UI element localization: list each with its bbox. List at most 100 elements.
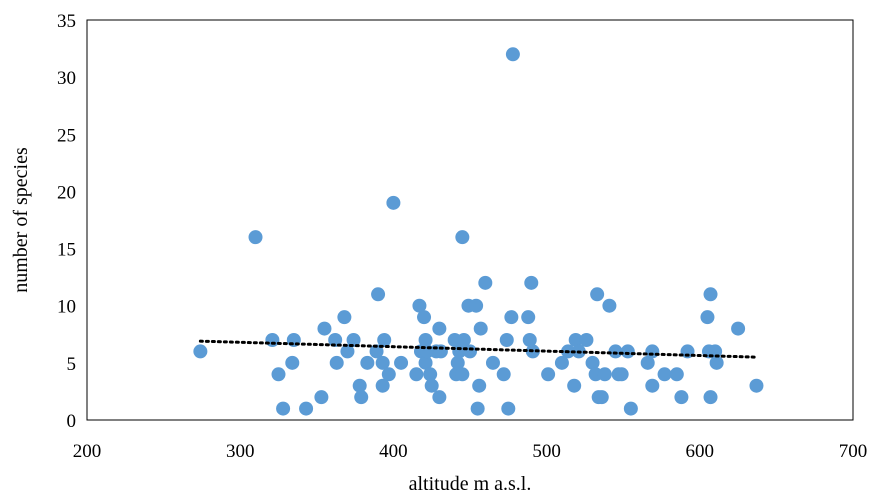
y-tick-labels: 0 5 10 15 20 25 30 35 <box>57 11 76 432</box>
data-point <box>455 230 470 245</box>
data-point <box>608 344 623 359</box>
data-point <box>470 401 485 416</box>
data-point <box>285 355 300 370</box>
data-point <box>329 355 344 370</box>
data-point <box>409 367 424 382</box>
x-tick-labels: 200 300 400 500 600 700 <box>73 441 868 462</box>
data-point <box>371 287 386 302</box>
y-tick-label: 15 <box>57 240 76 261</box>
data-point <box>614 367 629 382</box>
y-tick-label: 10 <box>57 297 76 318</box>
trendline <box>198 339 758 359</box>
data-point <box>299 401 314 416</box>
data-point <box>346 333 361 347</box>
data-point <box>590 287 605 302</box>
y-tick-label: 0 <box>67 411 77 432</box>
data-point <box>432 390 447 405</box>
data-point <box>412 298 427 313</box>
data-point <box>456 333 471 347</box>
x-tick-label: 600 <box>686 441 715 462</box>
data-point <box>602 298 617 313</box>
data-point <box>375 355 390 370</box>
data-point <box>485 355 500 370</box>
data-point <box>700 310 715 325</box>
data-point <box>418 333 433 347</box>
data-point <box>567 378 582 393</box>
data-point <box>375 378 390 393</box>
data-point <box>317 321 332 336</box>
data-point <box>709 355 724 370</box>
data-point <box>473 321 488 336</box>
y-tick-label: 35 <box>57 11 76 32</box>
data-point <box>450 355 465 370</box>
y-tick-label: 30 <box>57 68 76 89</box>
data-point <box>432 321 447 336</box>
data-point <box>469 298 484 313</box>
data-point <box>248 230 263 245</box>
data-point <box>579 333 594 347</box>
data-point <box>645 344 660 359</box>
data-point <box>731 321 746 336</box>
data-point <box>193 344 208 359</box>
x-tick-label: 400 <box>379 441 408 462</box>
data-point <box>623 401 638 416</box>
data-point <box>499 333 514 347</box>
data-point <box>337 310 352 325</box>
data-point <box>521 310 536 325</box>
y-axis-title: number of species <box>10 147 32 293</box>
x-tick-label: 300 <box>226 441 255 462</box>
data-point <box>265 333 280 347</box>
data-point <box>585 355 600 370</box>
data-point <box>455 367 470 382</box>
data-point <box>674 390 689 405</box>
plot-area-frame <box>86 19 854 421</box>
data-point <box>505 47 520 62</box>
data-point <box>524 275 539 290</box>
data-point <box>418 355 433 370</box>
data-point <box>352 378 367 393</box>
x-tick-label: 200 <box>73 441 102 462</box>
x-axis-title: altitude m a.s.l. <box>409 473 532 495</box>
data-point <box>541 367 556 382</box>
data-point <box>522 333 537 347</box>
data-point <box>314 390 329 405</box>
y-tick-label: 20 <box>57 182 76 203</box>
data-point <box>478 275 493 290</box>
data-points <box>193 47 764 416</box>
data-point <box>360 355 375 370</box>
data-point <box>271 367 286 382</box>
data-point <box>645 378 660 393</box>
data-point <box>417 310 432 325</box>
data-point <box>423 367 438 382</box>
data-point <box>669 367 684 382</box>
data-point <box>594 390 609 405</box>
y-tick-label: 5 <box>67 354 77 375</box>
x-tick-label: 700 <box>839 441 868 462</box>
data-point <box>472 378 487 393</box>
data-point <box>354 390 369 405</box>
data-point <box>394 355 409 370</box>
data-point <box>640 355 655 370</box>
data-point <box>703 287 718 302</box>
data-point <box>369 344 384 359</box>
data-point <box>276 401 291 416</box>
data-point <box>340 344 355 359</box>
data-point <box>424 378 439 393</box>
data-point <box>597 367 612 382</box>
data-point <box>657 367 672 382</box>
data-point <box>749 378 764 393</box>
data-point <box>452 344 467 359</box>
data-point <box>504 310 519 325</box>
data-point <box>377 333 392 347</box>
data-point <box>386 195 401 210</box>
data-point <box>620 344 635 359</box>
data-point <box>501 401 516 416</box>
data-point <box>496 367 511 382</box>
y-tick-label: 25 <box>57 125 76 146</box>
data-point <box>568 333 583 347</box>
data-point <box>328 333 343 347</box>
data-point <box>554 355 569 370</box>
data-point <box>703 390 718 405</box>
data-point <box>463 344 477 359</box>
